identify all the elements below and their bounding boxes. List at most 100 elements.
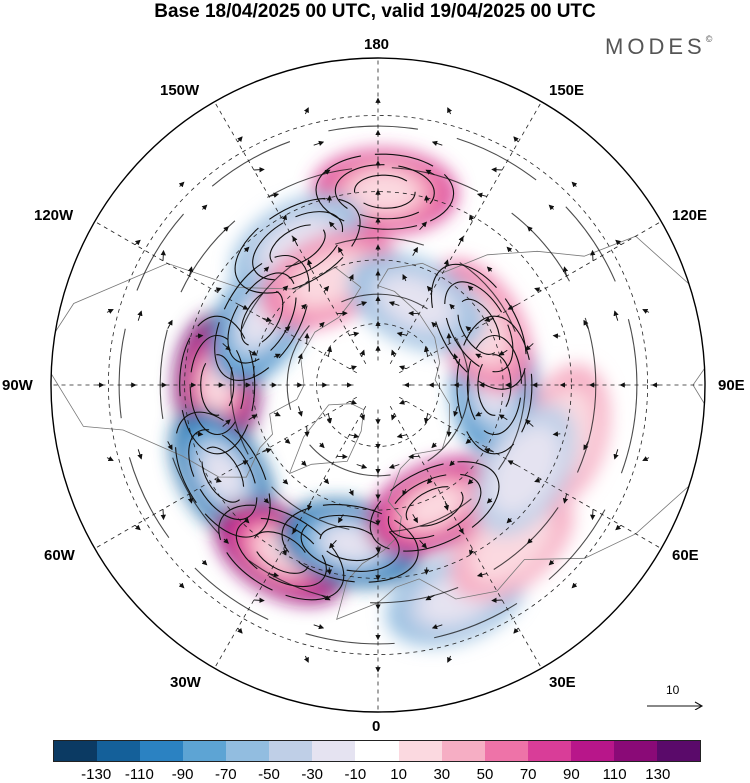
streamline	[118, 125, 638, 645]
lon-label-120e: 120E	[672, 207, 708, 224]
wind-arrow	[431, 442, 438, 449]
wind-arrow	[321, 169, 331, 176]
wind-arrow	[525, 343, 534, 351]
colorbar-tick-label: -130	[81, 766, 112, 783]
colorbar	[53, 740, 701, 762]
wind-arrow	[201, 559, 208, 566]
wind-arrow	[336, 453, 348, 460]
wind-arrow	[467, 478, 474, 485]
colorbar-tick-label: 130	[645, 766, 671, 783]
graticule	[51, 58, 705, 712]
wind-arrow	[423, 413, 430, 424]
wind-arrow	[167, 319, 173, 329]
lon-label-180: 180	[364, 36, 390, 53]
wind-arrow	[562, 266, 569, 277]
wind-arrow	[214, 477, 222, 483]
colorbar-swatch	[312, 741, 356, 761]
wind-arrow	[571, 181, 578, 188]
wind-arrow	[548, 559, 555, 566]
wind-arrow	[284, 438, 291, 444]
colorbar-swatch	[570, 741, 614, 761]
meridian-line	[398, 396, 662, 549]
wind-arrow	[469, 548, 475, 556]
wind-arrow	[419, 221, 428, 231]
wind-arrow	[323, 285, 330, 292]
reference-vector-arrow	[647, 701, 704, 710]
wind-arrow	[446, 426, 452, 438]
wind-arrow	[486, 497, 493, 504]
latitude-circle	[252, 259, 504, 511]
wind-arrow	[458, 236, 464, 246]
wind-arrow	[318, 442, 325, 449]
wind-arrow	[237, 136, 243, 143]
anomaly-band	[323, 526, 377, 561]
wind-arrow	[187, 493, 194, 504]
wind-arrow	[326, 567, 333, 575]
wind-arrow	[223, 538, 229, 544]
wind-arrow	[222, 419, 231, 427]
anomaly-band	[407, 486, 463, 527]
wind-arrow	[348, 488, 354, 497]
wind-arrow	[318, 321, 325, 328]
wind-arrow	[446, 332, 452, 344]
brand-logo: MODES©	[605, 34, 712, 60]
wind-arrow	[303, 107, 309, 115]
wind-arrow	[300, 460, 307, 467]
wind-arrow	[443, 500, 449, 511]
meridian-line	[389, 405, 542, 669]
wind-arrow	[534, 477, 542, 483]
wind-arrow	[534, 287, 542, 293]
brand-text: MODES	[605, 34, 706, 59]
streamline	[179, 315, 256, 455]
colorbar-tick-label: -90	[171, 766, 194, 783]
wind-arrow	[548, 204, 555, 211]
colorbar-tick-label: 90	[563, 766, 580, 783]
wind-arrow	[134, 524, 141, 531]
lon-label-120w: 120W	[34, 207, 74, 224]
wind-arrow	[268, 572, 280, 578]
streamline	[466, 334, 522, 436]
wind-arrow	[642, 456, 650, 461]
wind-arrow	[281, 214, 287, 222]
wind-arrow	[248, 414, 258, 421]
wind-arrow	[292, 236, 298, 246]
lon-label-90e: 90E	[718, 377, 745, 394]
wind-arrow	[484, 448, 495, 454]
wind-arrow	[313, 624, 325, 630]
wind-arrow	[431, 321, 438, 328]
polar-map	[50, 57, 706, 713]
wind-arrow	[284, 326, 291, 332]
streamline	[281, 504, 419, 583]
wind-arrow	[300, 303, 307, 310]
colorbar-tick-label: 110	[602, 766, 627, 783]
colorbar-swatch	[183, 741, 227, 761]
meridian-line	[214, 405, 367, 669]
wind-arrow	[195, 333, 204, 339]
wind-arrow	[321, 594, 331, 601]
wind-arrow	[527, 538, 533, 544]
wind-arrow	[261, 316, 272, 322]
wind-arrow	[222, 343, 231, 351]
streamline	[230, 237, 526, 533]
wind-arrow	[304, 426, 310, 438]
wind-arrow	[465, 438, 472, 444]
lon-label-60w: 60W	[44, 547, 75, 564]
wind-arrow	[214, 287, 222, 293]
wind-arrow	[465, 326, 472, 332]
wind-arrow	[396, 433, 407, 439]
wind-arrow	[426, 478, 433, 485]
wind-arrow	[313, 140, 325, 146]
wind-arrow	[388, 463, 400, 469]
wind-arrow	[475, 353, 483, 359]
colorbar-swatch	[441, 741, 485, 761]
wind-arrow	[458, 524, 464, 534]
wind-arrow	[391, 349, 397, 357]
streamline	[334, 164, 435, 220]
meridian-line	[94, 396, 358, 549]
wind-arrow	[106, 456, 114, 461]
streamline	[214, 254, 310, 382]
wind-arrow	[498, 414, 508, 421]
wind-arrow	[423, 567, 430, 575]
wind-arrow	[527, 226, 533, 232]
wind-arrow	[425, 594, 435, 601]
